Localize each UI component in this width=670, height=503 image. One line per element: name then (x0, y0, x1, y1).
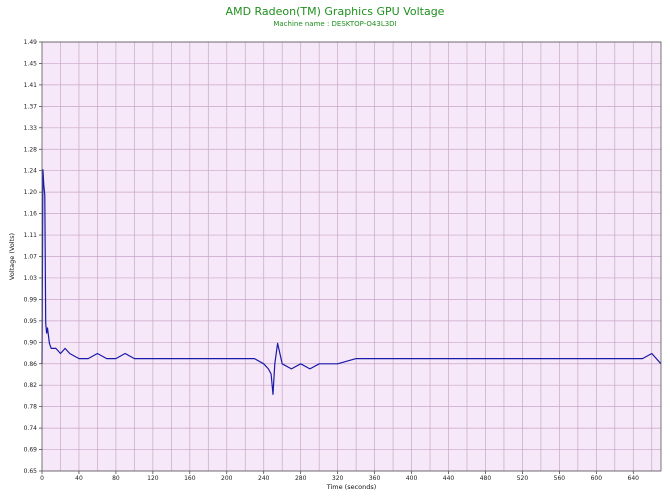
y-tick-label: 0.82 (24, 382, 38, 389)
y-tick-label: 1.49 (24, 39, 38, 46)
x-tick-label: 640 (628, 475, 640, 482)
y-tick-label: 1.41 (24, 82, 38, 89)
chart-title: AMD Radeon(TM) Graphics GPU Voltage (225, 5, 445, 18)
x-tick-label: 520 (517, 475, 529, 482)
x-tick-label: 160 (184, 475, 196, 482)
x-tick-label: 120 (147, 475, 159, 482)
x-tick-label: 80 (112, 475, 120, 482)
x-tick-label: 440 (443, 475, 455, 482)
x-tick-label: 240 (258, 475, 270, 482)
y-tick-label: 1.16 (24, 211, 38, 218)
y-tick-label: 0.74 (24, 425, 38, 432)
y-tick-label: 1.11 (24, 232, 38, 239)
y-axis-label: Voltage (Volts) (8, 233, 16, 280)
x-tick-label: 40 (75, 475, 83, 482)
y-tick-label: 0.90 (24, 339, 38, 346)
y-tick-label: 1.45 (24, 60, 38, 67)
x-tick-label: 600 (591, 475, 603, 482)
y-tick-label: 1.20 (24, 189, 38, 196)
y-tick-label: 0.65 (24, 468, 38, 475)
x-tick-label: 400 (406, 475, 418, 482)
voltage-series-line (41, 169, 662, 395)
x-tick-label: 320 (332, 475, 344, 482)
y-tick-label: 1.37 (24, 103, 38, 110)
x-axis-label: Time (seconds) (326, 483, 377, 491)
y-axis-ticks: 0.65 0.69 0.74 0.78 0.82 0.86 0.90 0.95 0.99 1.03… (24, 39, 42, 475)
y-tick-label: 1.24 (24, 168, 38, 175)
x-tick-label: 480 (480, 475, 492, 482)
y-tick-label: 1.28 (24, 146, 38, 153)
x-tick-label: 360 (369, 475, 381, 482)
y-tick-label: 0.78 (24, 404, 38, 411)
plot-frame (41, 41, 662, 472)
y-tick-label: 0.95 (24, 318, 38, 325)
x-tick-label: 0 (40, 475, 44, 482)
y-tick-label: 0.86 (24, 361, 38, 368)
y-tick-label: 1.07 (24, 254, 38, 261)
y-tick-label: 1.03 (24, 275, 38, 282)
x-tick-label: 560 (554, 475, 566, 482)
x-axis-ticks: 0 40 80 120 160 200 240 280 320 360 400 440 480 520 56… (40, 471, 639, 482)
chart-subtitle: Machine name : DESKTOP-O43L3DI (273, 20, 397, 28)
x-tick-label: 280 (295, 475, 307, 482)
grid-lines (42, 41, 661, 472)
x-tick-label: 200 (221, 475, 233, 482)
y-tick-label: 1.33 (24, 125, 38, 132)
y-tick-label: 0.69 (24, 447, 38, 454)
y-tick-label: 0.99 (24, 296, 38, 303)
